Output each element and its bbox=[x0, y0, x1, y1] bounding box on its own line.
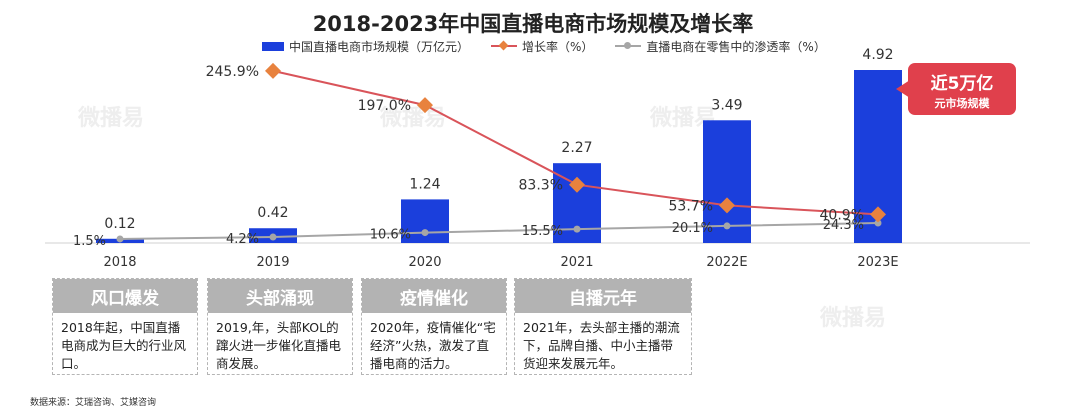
stage-text: 2018年起，中国直播电商成为巨大的行业风口。 bbox=[61, 320, 187, 371]
penetration-value-label: 10.6% bbox=[370, 228, 411, 243]
growth-value-label: 245.9% bbox=[206, 64, 259, 80]
penetration-point bbox=[874, 219, 882, 227]
growth-value-label: 53.7% bbox=[669, 198, 713, 214]
growth-point bbox=[569, 176, 585, 193]
bar-value-label: 1.24 bbox=[409, 176, 440, 192]
legend-label-growth: 增长率（%） bbox=[522, 39, 594, 54]
growth-value-label: 197.0% bbox=[358, 98, 411, 114]
stage-box-4: 自播元年 2021年，去头部主播的潮流下，品牌自播、中小主播带货迎来发展元年。 bbox=[514, 278, 692, 375]
penetration-point bbox=[421, 229, 429, 237]
legend-growth-swatch bbox=[491, 40, 518, 51]
legend-bar-swatch bbox=[262, 41, 284, 51]
watermark-text: 微播易 bbox=[820, 306, 887, 331]
stage-text: 2020年，疫情催化“宅经济”火热，激发了直播电商的活力。 bbox=[370, 320, 496, 371]
growth-point bbox=[719, 197, 735, 214]
bar-value-label: 4.92 bbox=[862, 47, 893, 63]
growth-point bbox=[417, 97, 433, 114]
penetration-value-label: 4.2% bbox=[226, 232, 259, 247]
penetration-series-line bbox=[119, 221, 879, 240]
penetration-value-label: 15.5% bbox=[522, 224, 563, 239]
penetration-point bbox=[269, 233, 277, 241]
legend-item-penetration: 直播电商在零售中的渗透率（%） bbox=[615, 38, 826, 55]
penetration-point bbox=[573, 225, 581, 233]
legend-item-growth: 增长率（%） bbox=[491, 38, 593, 55]
penetration-value-label: 20.1% bbox=[672, 221, 713, 236]
x-tick-label: 2022E bbox=[706, 255, 747, 270]
badge-arrow bbox=[896, 80, 910, 98]
x-tick-label: 2019 bbox=[256, 255, 289, 270]
bar-value-label: 0.42 bbox=[257, 205, 288, 221]
stage-box-2: 头部涌现 2019,年，头部KOL的蹿火进一步催化直播电商发展。 bbox=[207, 278, 353, 375]
watermark-text: 微播易 bbox=[78, 106, 145, 131]
bar-value-label: 2.27 bbox=[561, 140, 592, 156]
bar-value-label: 0.12 bbox=[104, 216, 135, 232]
penetration-point bbox=[723, 222, 731, 230]
stage-title: 风口爆发 bbox=[53, 279, 197, 313]
badge-line1: 近5万亿 bbox=[930, 74, 994, 94]
growth-value-label: 83.3% bbox=[519, 178, 563, 194]
stage-text: 2021年，去头部主播的潮流下，品牌自播、中小主播带货迎来发展元年。 bbox=[523, 320, 680, 371]
stage-title: 自播元年 bbox=[515, 279, 691, 313]
stage-box-1: 风口爆发 2018年起，中国直播电商成为巨大的行业风口。 bbox=[52, 278, 198, 375]
stage-text: 2019,年，头部KOL的蹿火进一步催化直播电商发展。 bbox=[216, 320, 342, 371]
x-tick-label: 2021 bbox=[560, 255, 593, 270]
penetration-value-label: 24.3% bbox=[823, 218, 864, 233]
growth-value-label: 40.9% bbox=[820, 207, 864, 223]
bar-value-label: 3.49 bbox=[711, 97, 742, 113]
legend-item-market-size: 中国直播电商市场规模（万亿元） bbox=[262, 38, 469, 55]
legend-penetration-swatch bbox=[615, 41, 642, 51]
penetration-point bbox=[116, 235, 124, 243]
stage-box-3: 疫情催化 2020年，疫情催化“宅经济”火热，激发了直播电商的活力。 bbox=[361, 278, 507, 375]
x-tick-label: 2020 bbox=[408, 255, 441, 270]
stage-title: 头部涌现 bbox=[208, 279, 352, 313]
callout-badge: 近5万亿 元市场规模 bbox=[908, 63, 1016, 115]
source-note: 数据来源：艾瑞咨询、艾媒咨询 bbox=[30, 398, 157, 408]
penetration-value-label: 1.5% bbox=[73, 234, 106, 249]
badge-line2: 元市场规模 bbox=[934, 97, 990, 110]
growth-point bbox=[870, 206, 886, 223]
x-tick-label: 2018 bbox=[103, 255, 136, 270]
legend-label-penetration: 直播电商在零售中的渗透率（%） bbox=[646, 39, 826, 54]
growth-point bbox=[265, 62, 281, 79]
legend: 中国直播电商市场规模（万亿元） 增长率（%） 直播电商在零售中的渗透率（%） bbox=[262, 38, 848, 54]
legend-label-market-size: 中国直播电商市场规模（万亿元） bbox=[289, 39, 470, 54]
chart-title: 2018-2023年中国直播电商市场规模及增长率 bbox=[312, 12, 754, 36]
x-tick-label: 2023E bbox=[857, 255, 898, 270]
stage-title: 疫情催化 bbox=[362, 279, 506, 313]
